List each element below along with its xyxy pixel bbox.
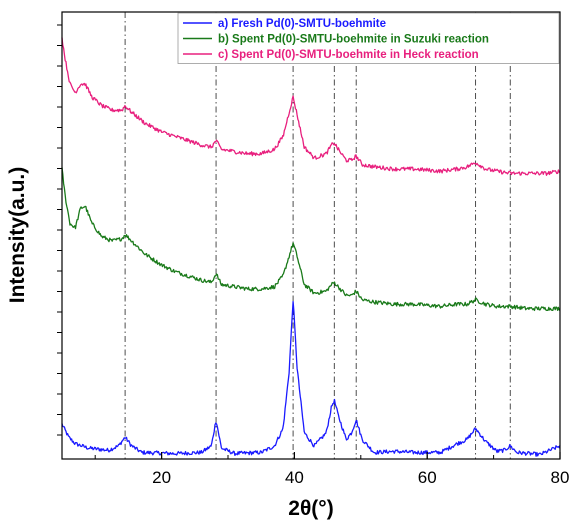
legend-box <box>177 12 560 64</box>
y-axis-label: Intensity(a.u.) <box>6 167 29 304</box>
x-axis-label: 2θ(°) <box>288 497 333 520</box>
series-line-b <box>61 167 561 312</box>
series-line-a <box>61 300 561 457</box>
x-axis: 20 40 60 80 <box>94 452 569 487</box>
legend: a) Fresh Pd(0)-SMTU-boehmite b) Spent Pd(… <box>177 12 560 64</box>
x-tick-label: 40 <box>285 468 304 487</box>
legend-label-a: a) Fresh Pd(0)-SMTU-boehmite <box>218 18 386 30</box>
x-tick-label: 20 <box>152 468 171 487</box>
plot-frame <box>61 11 561 460</box>
reference-lines <box>124 12 511 459</box>
series-layer <box>61 37 561 457</box>
legend-label-b: b) Spent Pd(0)-SMTU-boehmite in Suzuki r… <box>218 34 489 46</box>
x-tick-label: 80 <box>551 468 569 487</box>
series-line-c <box>61 37 561 176</box>
legend-label-c: c) Spent Pd(0)-SMTU-boehmite in Heck rea… <box>218 49 479 61</box>
x-tick-label: 60 <box>418 468 437 487</box>
y-axis <box>57 24 62 436</box>
